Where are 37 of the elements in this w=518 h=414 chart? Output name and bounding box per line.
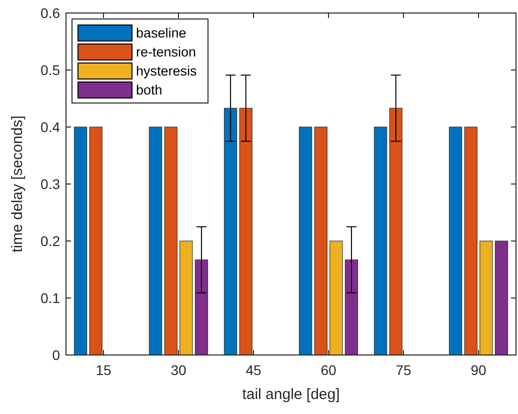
- y-tick-label: 0.2: [40, 232, 60, 249]
- bar: [180, 240, 193, 356]
- bar: [494, 240, 508, 356]
- bar: [464, 126, 478, 356]
- legend-label: re-tension: [136, 44, 196, 60]
- bar: [148, 126, 162, 356]
- x-tick-label: 60: [320, 362, 336, 378]
- legend-label: hysteresis: [136, 64, 198, 79]
- bar: [164, 126, 178, 356]
- legend-label: both: [136, 82, 162, 98]
- x-axis-title: tail angle [deg]: [242, 386, 340, 403]
- y-tick-label: 0.6: [40, 4, 60, 21]
- legend-label: baseline: [136, 26, 186, 41]
- bar: [344, 260, 358, 356]
- bar: [480, 240, 493, 356]
- bar: [194, 260, 208, 356]
- bar: [374, 126, 388, 356]
- x-tick-label: 90: [470, 362, 486, 378]
- y-tick-label: 0: [52, 346, 60, 363]
- x-tick-label: 75: [396, 362, 412, 378]
- y-tick-label: 0.4: [40, 118, 60, 135]
- bar: [389, 108, 402, 356]
- bar: [239, 108, 252, 356]
- bar: [89, 126, 102, 356]
- bar: [224, 108, 238, 356]
- bar: [74, 126, 88, 356]
- bar: [330, 240, 343, 356]
- bar: [448, 126, 462, 356]
- y-tick-label: 0.1: [40, 290, 60, 306]
- y-tick-label: 0.5: [40, 62, 60, 78]
- x-tick-label: 45: [246, 362, 262, 378]
- x-tick-label: 30: [170, 362, 186, 378]
- bar: [298, 126, 312, 356]
- y-axis-title: time delay [seconds]: [9, 116, 26, 252]
- x-tick-label: 15: [96, 362, 112, 378]
- bar: [314, 126, 328, 356]
- y-tick-label: 0.3: [40, 176, 60, 192]
